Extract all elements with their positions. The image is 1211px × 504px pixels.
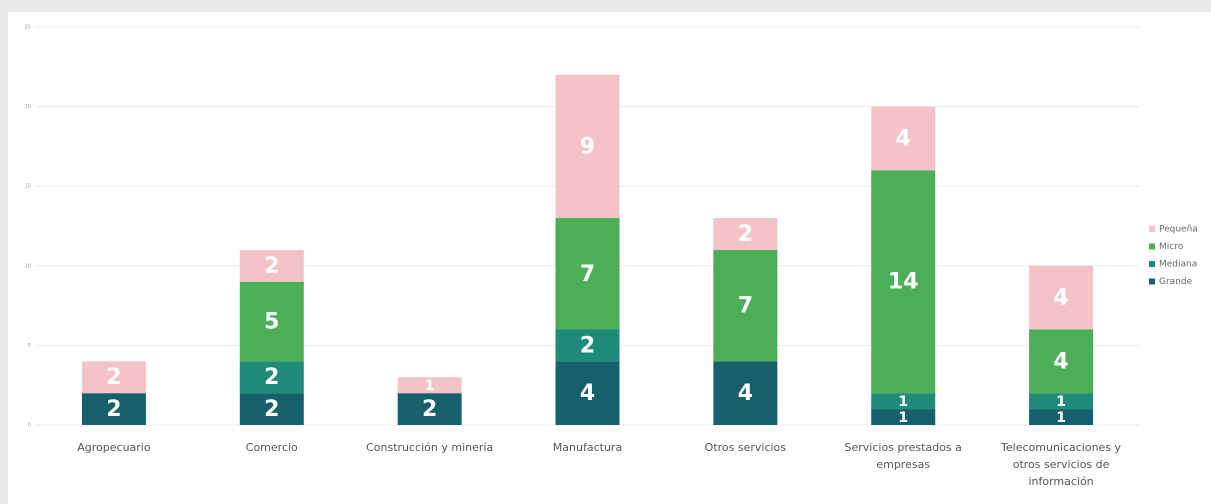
bar-segment xyxy=(871,393,936,410)
data-label: 7 xyxy=(580,262,595,287)
bar-segment xyxy=(871,409,936,425)
data-label: 1 xyxy=(425,378,435,394)
legend-swatch xyxy=(1149,226,1155,232)
bar-segment xyxy=(239,281,304,362)
data-label: 4 xyxy=(580,381,595,406)
bar-segment xyxy=(555,74,620,219)
data-label: 2 xyxy=(106,365,121,390)
bar-segment xyxy=(1029,329,1094,394)
legend-swatch xyxy=(1149,243,1155,250)
data-label: 2 xyxy=(264,397,279,422)
bar-segment xyxy=(397,393,462,425)
bar-segment xyxy=(239,393,304,425)
data-label: 2 xyxy=(738,222,753,247)
legend-label: Grande xyxy=(1159,277,1193,287)
data-label: 2 xyxy=(422,397,437,422)
data-label: 2 xyxy=(580,333,595,358)
bar-segment xyxy=(81,393,146,425)
y-tick-label: 5 xyxy=(28,343,31,349)
data-label: 14 xyxy=(888,270,919,295)
x-tick-label: Servicios prestados a empresas xyxy=(844,441,962,471)
data-label: 2 xyxy=(264,254,279,279)
bar-segment xyxy=(555,329,620,362)
bar-segment xyxy=(713,249,778,362)
x-tick-label: Telecomunicaciones y otros servicios de … xyxy=(1001,441,1122,488)
x-tick-label: Otros servicios xyxy=(704,441,787,454)
data-label: 4 xyxy=(1053,349,1068,374)
bar-segment xyxy=(1029,409,1094,425)
bar-segment xyxy=(397,377,462,394)
bar-segment xyxy=(713,218,778,250)
y-tick-label: 15 xyxy=(25,184,31,190)
data-label: 7 xyxy=(738,294,753,319)
bar-segment xyxy=(1029,393,1094,410)
chart-frame: 0 5 10 15 20 25 2 2 2 2 5 2 2 1 4 2 7 9 4 7 2 1 1 14 4 1 1 4 4 Pequeñ… xyxy=(8,12,1211,504)
data-label: 4 xyxy=(896,126,911,151)
data-label: 1 xyxy=(1056,394,1066,410)
data-label: 4 xyxy=(1053,286,1068,311)
data-label: 2 xyxy=(106,397,121,422)
y-tick-label: 0 xyxy=(28,423,31,429)
data-label: 1 xyxy=(898,394,908,410)
bar-segment xyxy=(239,361,304,394)
data-label: 4 xyxy=(738,381,753,406)
y-tick-label: 25 xyxy=(25,25,31,31)
x-tick-label: Comercio xyxy=(245,441,298,454)
x-tick-label: Agropecuario xyxy=(77,441,151,454)
data-label: 1 xyxy=(1056,410,1066,426)
data-label: 9 xyxy=(580,134,595,159)
bar-segment xyxy=(81,361,146,394)
y-tick-label: 20 xyxy=(25,104,31,110)
bar-segment xyxy=(713,361,778,425)
bar-segment xyxy=(871,170,936,394)
bar-segment xyxy=(1029,265,1094,330)
legend-label: Micro xyxy=(1159,242,1184,252)
y-tick-label: 10 xyxy=(25,263,31,269)
legend-swatch xyxy=(1149,278,1155,285)
bar-segment xyxy=(871,106,936,171)
x-tick-label: Construcción y minería xyxy=(366,441,494,454)
data-label: 2 xyxy=(264,365,279,390)
legend-label: Mediana xyxy=(1159,260,1197,270)
bar-segment xyxy=(555,361,620,425)
data-label: 1 xyxy=(898,410,908,426)
legend-swatch xyxy=(1149,261,1155,267)
legend-label: Pequeña xyxy=(1159,225,1198,235)
data-label: 5 xyxy=(264,310,279,335)
bar-segment xyxy=(555,218,620,330)
bar-segment xyxy=(239,249,304,282)
x-tick-label: Manufactura xyxy=(552,441,623,454)
